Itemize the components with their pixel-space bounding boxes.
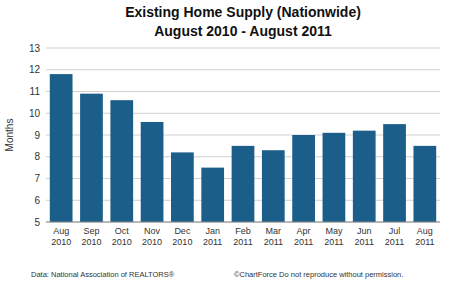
- bar: [50, 74, 73, 222]
- y-tick-label: 13: [29, 43, 41, 54]
- bar: [353, 131, 376, 222]
- y-tick-label: 9: [34, 130, 40, 141]
- x-tick-label-line: 2011: [233, 237, 252, 247]
- x-tick-label-line: 2011: [324, 237, 343, 247]
- x-tick-label-line: Feb: [235, 226, 251, 236]
- x-tick-label: Apr2011: [294, 226, 313, 247]
- bar: [413, 146, 436, 222]
- x-tick-label-line: 2010: [51, 237, 71, 247]
- x-tick-label: Jun2011: [355, 226, 374, 247]
- grid-line: [46, 222, 440, 223]
- x-tick-label-line: 2011: [385, 237, 404, 247]
- chart: 5678910111213MonthsAug2010Sep2010Oct2010…: [0, 0, 450, 282]
- x-tick-label: Jan2011: [203, 226, 222, 247]
- x-tick-label: Feb2011: [233, 226, 252, 247]
- bar: [292, 135, 315, 222]
- bars: [50, 74, 436, 222]
- x-tick-label-line: 2010: [172, 237, 192, 247]
- x-tick-label-line: Apr: [297, 226, 311, 236]
- grid-line: [46, 48, 440, 49]
- x-tick-label-line: 2010: [81, 237, 101, 247]
- x-tick-label-line: 2011: [294, 237, 313, 247]
- x-tick-label-line: 2011: [203, 237, 222, 247]
- x-tick-label-line: 2010: [112, 237, 132, 247]
- x-tick-label: Sep2010: [81, 226, 101, 247]
- x-tick-label-line: Jun: [357, 226, 372, 236]
- bar: [110, 100, 133, 222]
- footer-note: Data: National Association of REALTORS®: [31, 270, 175, 279]
- bar: [383, 124, 406, 222]
- x-tick-label-line: 2011: [415, 237, 434, 247]
- footer-note: ©ChartForce Do not reproduce without per…: [234, 270, 403, 279]
- x-tick-label: Aug2010: [51, 226, 71, 247]
- y-tick-label: 6: [34, 195, 40, 206]
- x-tick-label-line: Oct: [115, 226, 130, 236]
- x-tick-label-line: Nov: [144, 226, 161, 236]
- grid-line: [46, 113, 440, 114]
- bar: [201, 168, 224, 222]
- bar: [232, 146, 255, 222]
- x-tick-label-line: 2011: [355, 237, 374, 247]
- x-tick-label-line: Jan: [205, 226, 220, 236]
- x-axis-line: [46, 222, 440, 223]
- y-tick-label: 10: [29, 108, 41, 119]
- x-tick-label-line: 2011: [264, 237, 283, 247]
- x-tick-label-line: Sep: [83, 226, 99, 236]
- grid-line: [46, 69, 440, 70]
- grid-line: [46, 91, 440, 92]
- y-tick-label: 8: [34, 151, 40, 162]
- x-tick-label-line: 2010: [142, 237, 162, 247]
- x-tick-label-line: May: [325, 226, 343, 236]
- bar: [80, 94, 103, 222]
- x-tick-label-line: Mar: [266, 226, 282, 236]
- x-tick-label: Aug2011: [415, 226, 434, 247]
- y-axis-label: Months: [4, 119, 15, 152]
- x-tick-label: Nov2010: [142, 226, 162, 247]
- bar: [323, 133, 346, 222]
- bar: [171, 152, 194, 222]
- x-tick-label: Mar2011: [264, 226, 283, 247]
- y-tick-label: 7: [34, 173, 40, 184]
- x-tick-label: Dec2010: [172, 226, 192, 247]
- grid-line: [46, 135, 440, 136]
- y-tick-label: 11: [30, 86, 41, 97]
- x-tick-label-line: Aug: [417, 226, 433, 236]
- title: Existing Home Supply (Nationwide): [125, 4, 361, 20]
- x-tick-label: May2011: [324, 226, 343, 247]
- x-tick-label-line: Dec: [174, 226, 191, 236]
- subtitle: August 2010 - August 2011: [154, 23, 332, 39]
- bar: [262, 150, 285, 222]
- bar: [141, 122, 164, 222]
- x-tick-label: Jul2011: [385, 226, 404, 247]
- x-tick-label: Oct2010: [112, 226, 132, 247]
- x-tick-label-line: Aug: [53, 226, 69, 236]
- y-tick-label: 5: [34, 217, 40, 228]
- y-tick-label: 12: [29, 64, 41, 75]
- x-tick-label-line: Jul: [389, 226, 401, 236]
